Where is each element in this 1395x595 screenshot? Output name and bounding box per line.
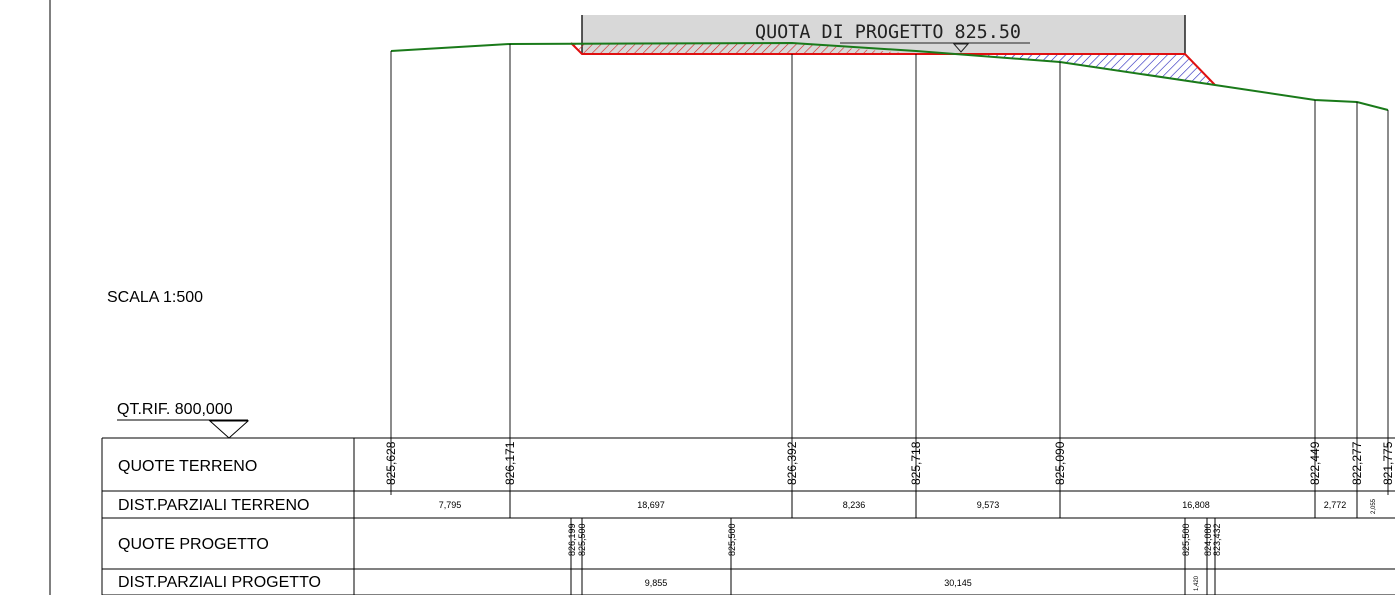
project-section-lines xyxy=(570,518,1216,595)
terrain-distance: 2,772 xyxy=(1324,500,1347,510)
reference-level-label: QT.RIF. 800,000 xyxy=(117,401,233,418)
section-lines xyxy=(390,44,1389,495)
project-level-marker-icon xyxy=(952,43,970,53)
row-label-dist-terreno: DIST.PARZIALI TERRENO xyxy=(118,497,309,514)
row-label-dist-progetto: DIST.PARZIALI PROGETTO xyxy=(118,574,321,591)
row-label-quote-progetto: QUOTE PROGETTO xyxy=(118,536,269,553)
profile-table xyxy=(101,437,1395,595)
project-banner-text: QUOTA DI PROGETTO 825.50 xyxy=(755,21,1021,43)
terrain-elevation: 822,449 xyxy=(1308,441,1322,485)
scale-label: SCALA 1:500 xyxy=(107,289,203,306)
project-elevation: 826,199 xyxy=(567,523,577,556)
row-label-quote-terreno: QUOTE TERRENO xyxy=(118,458,257,475)
terrain-distance: 18,697 xyxy=(637,500,665,510)
terrain-distance: 7,795 xyxy=(439,500,462,510)
project-boundary-line xyxy=(570,42,1216,86)
project-elevation: 825,500 xyxy=(577,523,587,556)
project-distance: 1,420 xyxy=(1194,575,1200,591)
terrain-elevation: 822,277 xyxy=(1350,441,1364,485)
project-elevation: 823,432 xyxy=(1212,523,1222,556)
reference-level-marker-icon xyxy=(208,420,250,439)
terrain-elevation: 826,171 xyxy=(503,441,517,485)
terrain-elevation: 825,628 xyxy=(384,441,398,485)
project-distance: 30,145 xyxy=(944,578,972,588)
terrain-elevation: 826,392 xyxy=(785,441,799,485)
cut-area xyxy=(571,43,916,54)
dist-terreno-ticks xyxy=(509,491,1358,518)
terrain-elevation: 821,775 xyxy=(1381,441,1395,485)
terrain-distance: 2,055 xyxy=(1371,498,1377,514)
terrain-distance: 8,236 xyxy=(843,500,866,510)
fill-area xyxy=(960,54,1215,85)
project-elevation: 824,080 xyxy=(1203,523,1213,556)
terrain-elevation: 825,090 xyxy=(1053,441,1067,485)
project-distance: 9,855 xyxy=(645,578,668,588)
project-elevation: 825,500 xyxy=(727,523,737,556)
terrain-distance: 16,808 xyxy=(1182,500,1210,510)
terrain-elevation: 825,718 xyxy=(909,441,923,485)
project-elevation: 825,500 xyxy=(1181,523,1191,556)
terrain-distance: 9,573 xyxy=(977,500,1000,510)
